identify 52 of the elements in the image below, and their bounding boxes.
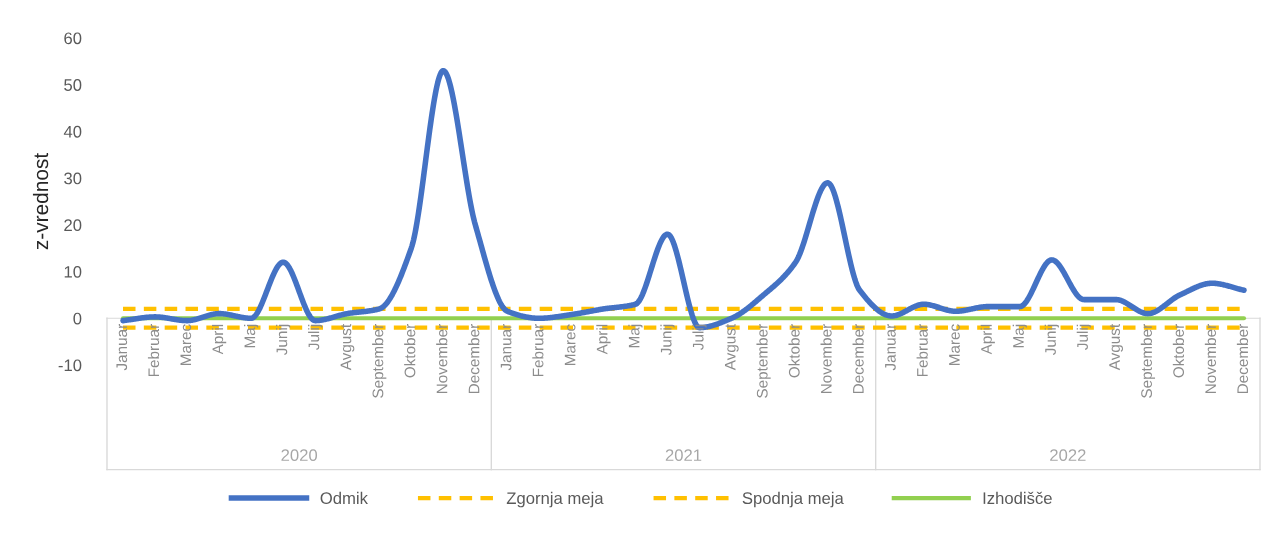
x-tick-label: November [1204,324,1217,394]
legend-label: Odmik [320,491,368,505]
x-tick-label: November [436,324,448,394]
legend-label: Spodnja meja [742,491,844,508]
x-tick-label: November [820,324,832,394]
y-tick-label: 0 [73,312,82,325]
y-tick-label: 10 [64,265,82,278]
x-tick-label: April [596,324,611,355]
x-tick-label: Junij [660,324,675,356]
y-tick-label: 30 [64,172,82,185]
x-tick-label: April [980,324,995,355]
text: 2022 [1050,449,1086,462]
legend-label: Zgornja meja [506,491,604,508]
x-tick-label: December [852,324,864,394]
legend-label: Izhodišče [983,491,1052,505]
x-tick-label: Julij [308,324,323,350]
x-tick-label: September [372,324,387,398]
x-tick-label: Marec [180,324,192,366]
x-tick-label: September [1140,324,1156,398]
x-tick-label: Oktober [404,324,416,378]
x-tick-label: Avgust [724,323,739,371]
x-tick-label: Maj [1012,324,1027,348]
x-tick-label: Januar [885,324,896,371]
y-axis-title: z-vrednost [32,153,49,250]
x-tick-label: Januar [116,324,128,371]
x-tick-label: Oktober [788,324,800,378]
x-tick-label: Januar [500,324,512,371]
x-tick-label: Julij [1076,324,1091,350]
x-tick-label: Februar [916,324,928,377]
x-tick-label: April [211,324,227,355]
x-tick-label: Oktober [1172,324,1185,378]
x-tick-label: Avgust [1109,323,1123,371]
x-tick-label: Februar [532,324,544,377]
text: 2020 [281,449,318,462]
x-tick-label: Junij [276,324,291,356]
x-tick-label: Marec [564,324,576,366]
x-tick-label: Marec [949,324,960,366]
x-tick-label: December [1236,324,1249,394]
y-tick-label: 50 [64,79,82,91]
x-tick-label: Avgust [340,323,355,371]
x-tick-label: Maj [628,324,643,348]
y-tick-label: 40 [63,125,82,138]
text: 2021 [665,449,702,462]
x-tick-label: Februar [147,324,160,377]
y-tick-label: 60 [64,32,82,45]
x-tick-label: Julij [692,324,707,350]
x-tick-label: December [468,324,480,394]
x-tick-label: Maj [244,324,259,348]
x-tick-label: September [756,324,771,398]
y-tick-label: -10 [58,359,82,372]
x-tick-label: Junij [1044,324,1059,356]
y-tick-label: 20 [64,219,82,232]
